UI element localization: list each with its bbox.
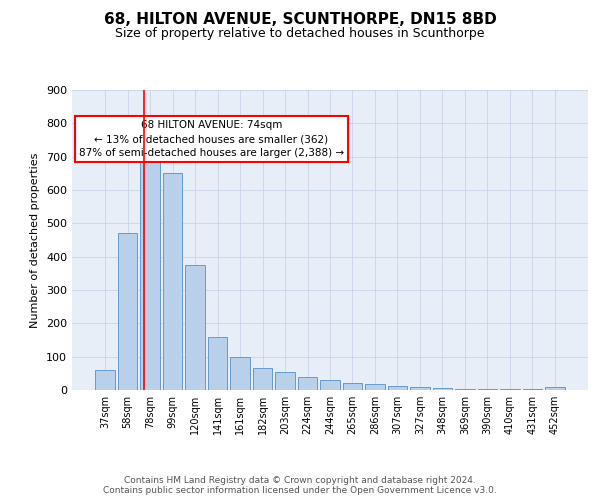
Bar	[388, 386, 407, 390]
Bar	[163, 174, 182, 390]
Bar	[365, 384, 385, 390]
Text: 68 HILTON AVENUE: 74sqm
← 13% of detached houses are smaller (362)
87% of semi-d: 68 HILTON AVENUE: 74sqm ← 13% of detache…	[79, 120, 344, 158]
Bar	[433, 388, 452, 390]
Text: Size of property relative to detached houses in Scunthorpe: Size of property relative to detached ho…	[115, 28, 485, 40]
Bar	[298, 376, 317, 390]
Bar	[410, 388, 430, 390]
Bar	[185, 265, 205, 390]
Text: Contains public sector information licensed under the Open Government Licence v3: Contains public sector information licen…	[103, 486, 497, 495]
Bar	[320, 380, 340, 390]
Text: 68, HILTON AVENUE, SCUNTHORPE, DN15 8BD: 68, HILTON AVENUE, SCUNTHORPE, DN15 8BD	[104, 12, 496, 28]
Bar	[275, 372, 295, 390]
Bar	[140, 146, 160, 390]
Bar	[118, 234, 137, 390]
Bar	[95, 370, 115, 390]
Bar	[208, 336, 227, 390]
Bar	[545, 388, 565, 390]
Bar	[253, 368, 272, 390]
Text: Contains HM Land Registry data © Crown copyright and database right 2024.: Contains HM Land Registry data © Crown c…	[124, 476, 476, 485]
Bar	[343, 384, 362, 390]
Bar	[478, 389, 497, 390]
Y-axis label: Number of detached properties: Number of detached properties	[31, 152, 40, 328]
Bar	[455, 388, 475, 390]
Bar	[230, 356, 250, 390]
